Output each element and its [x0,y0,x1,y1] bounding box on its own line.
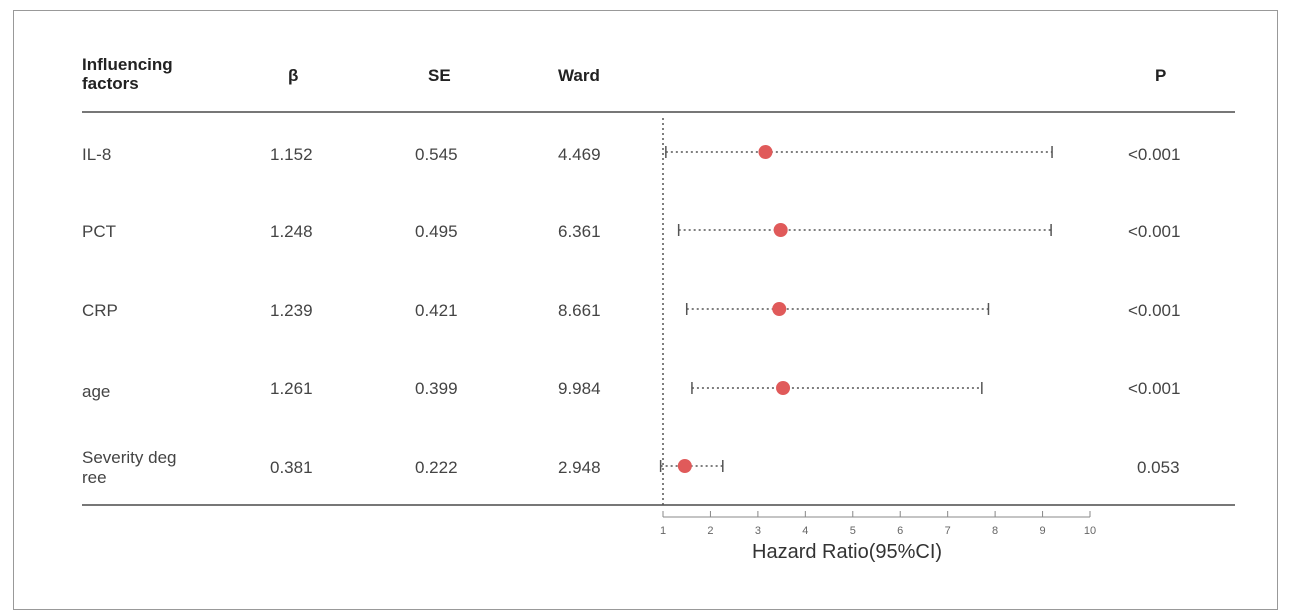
header-p: P [1155,66,1167,85]
x-tick-label: 2 [707,525,713,537]
x-tick-label: 5 [850,525,856,537]
row-se: 0.222 [415,458,458,477]
row-beta: 1.152 [270,145,313,164]
row-ward: 6.361 [558,222,601,241]
row-p: <0.001 [1128,145,1181,164]
x-tick-label: 4 [802,525,808,537]
row-beta: 0.381 [270,458,313,477]
row-ward: 8.661 [558,301,601,320]
row-p: <0.001 [1128,379,1181,398]
header-se: SE [428,66,451,85]
row-se: 0.495 [415,222,458,241]
row-se: 0.421 [415,301,458,320]
hr-point [776,381,791,395]
x-tick-label: 6 [897,525,903,537]
row-factor-line2: ree [82,468,107,487]
row-ward: 9.984 [558,379,601,398]
hr-point [772,302,787,316]
row-beta: 1.261 [270,379,313,398]
row-factor: IL-8 [82,145,112,164]
row-beta: 1.239 [270,301,313,320]
header-rule [82,111,1235,113]
row-factor: CRP [82,301,118,320]
x-tick-label: 8 [992,525,998,537]
header-beta: β [288,66,299,85]
x-tick-label: 7 [945,525,951,537]
hr-point [773,223,788,237]
row-factor-line1: Severity deg [82,448,177,467]
row-p: 0.053 [1137,458,1180,477]
header-ward: Ward [558,66,600,85]
row-factor: PCT [82,222,116,241]
bottom-rule [82,504,1235,506]
x-tick-label: 9 [1039,525,1045,537]
row-ward: 4.469 [558,145,601,164]
header-factors-line2: factors [82,74,139,93]
hr-point [758,145,773,159]
header-factors-line1: Influencing [82,55,173,74]
x-tick-label: 3 [755,525,761,537]
row-factor: age [82,382,111,401]
header-factors: Influencing factors [82,55,173,93]
hr-point [677,459,692,473]
row-ward: 2.948 [558,458,601,477]
row-p: <0.001 [1128,301,1181,320]
row-se: 0.545 [415,145,458,164]
x-tick-label: 10 [1084,525,1096,537]
row-p: <0.001 [1128,222,1181,241]
x-tick-label: 1 [660,525,666,537]
x-axis-label: Hazard Ratio(95%CI) [752,541,943,563]
forest-plot: 1 2 3 4 5 6 7 8 9 10 [659,118,1096,537]
row-beta: 1.248 [270,222,313,241]
row-factor: Severity deg ree [82,448,177,488]
row-se: 0.399 [415,379,458,398]
